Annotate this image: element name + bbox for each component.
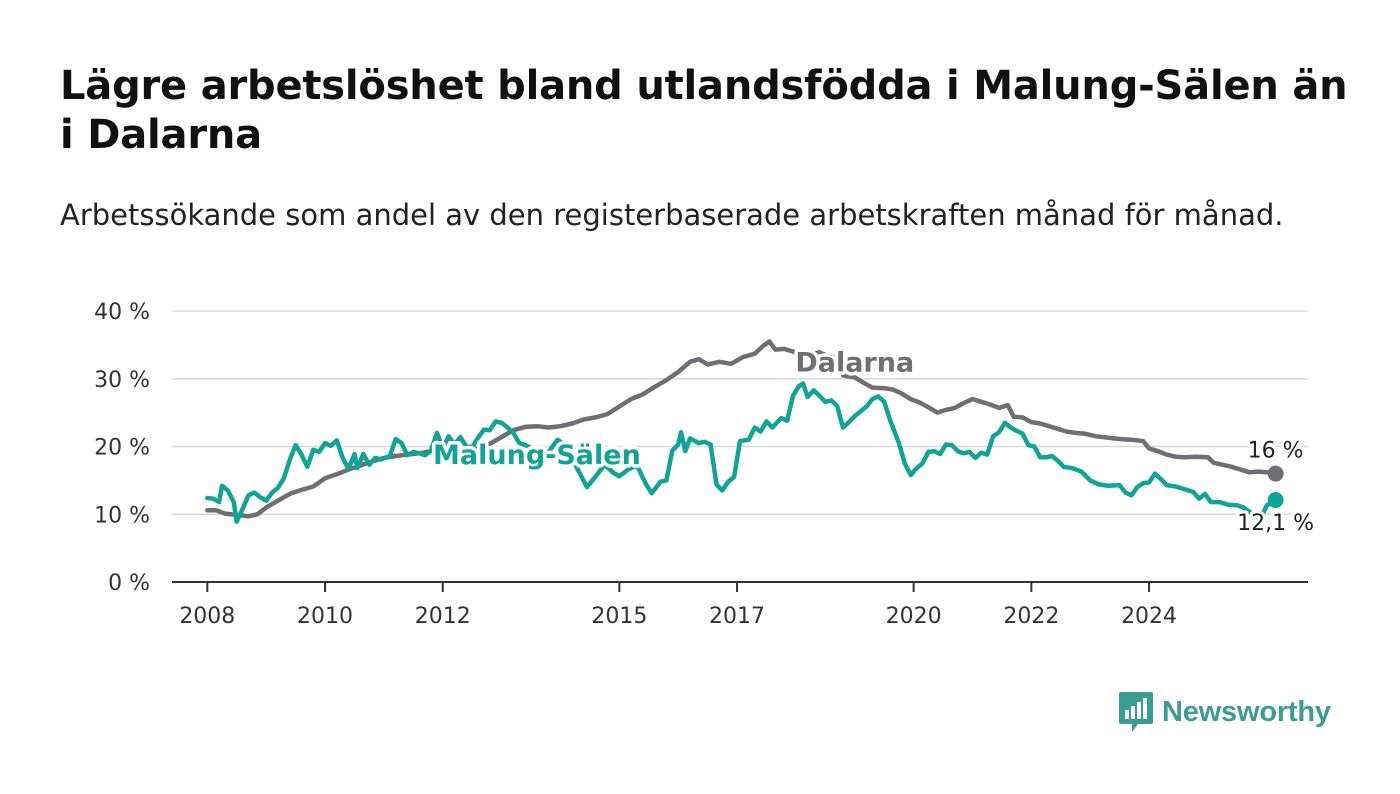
series-end-point	[1267, 465, 1284, 482]
series-line-dalarna	[205, 339, 1278, 519]
x-tick-label: 2024	[1121, 604, 1177, 629]
x-tick-label: 2022	[1003, 604, 1059, 629]
end-value-label: 16 %	[1248, 439, 1304, 464]
series-labels: Dalarna 16 % Malung-Sälen 12,1 %	[430, 344, 1318, 539]
x-tick-label: 2012	[415, 604, 471, 629]
brand-name: Newsworthy	[1162, 695, 1331, 728]
end-value-label: 12,1 %	[1237, 511, 1314, 536]
series-end-point	[1267, 492, 1284, 509]
series-label: Dalarna	[795, 347, 914, 378]
x-tick-label: 2010	[297, 604, 353, 629]
series-label: Malung-Sälen	[433, 440, 641, 471]
y-tick-label: 0 %	[108, 571, 150, 596]
series-lines	[205, 339, 1284, 524]
newsworthy-chart-icon	[1119, 692, 1153, 732]
y-tick-label: 20 %	[94, 436, 150, 461]
chart-title: Lägre arbetslöshet bland utlandsfödda i …	[60, 63, 1348, 158]
y-tick-label: 10 %	[94, 503, 150, 528]
x-tick-label: 2017	[709, 604, 765, 629]
chart-subtitle: Arbetssökande som andel av den registerb…	[60, 198, 1284, 232]
x-tick-label: 2015	[591, 604, 647, 629]
x-tick-label: 2020	[886, 604, 942, 629]
series-line-malung-s-len	[205, 381, 1278, 524]
y-tick-label: 40 %	[94, 300, 150, 325]
grid-lines	[172, 310, 1308, 583]
newsworthy-logo: Newsworthy	[1118, 690, 1331, 734]
x-axis-ticks: 2008 2010 2012 2015 2017 2020 2022 2024	[179, 582, 1177, 629]
y-axis-ticks: 0 % 10 % 20 % 30 % 40 %	[94, 300, 150, 596]
y-tick-label: 30 %	[94, 368, 150, 393]
x-tick-label: 2008	[179, 604, 235, 629]
